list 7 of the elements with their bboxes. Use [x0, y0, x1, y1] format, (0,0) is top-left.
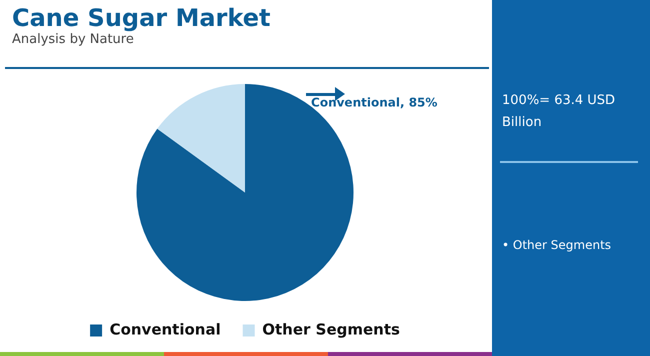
data-label: Conventional, 85%	[311, 95, 438, 110]
text: • Other Segments	[502, 238, 612, 252]
chart-subtitle: Analysis by Nature	[12, 32, 134, 47]
chart-title: Cane Sugar Market	[12, 4, 270, 32]
legend-label: Conventional	[110, 320, 221, 338]
text: 100%= 63.4 USD Billion	[502, 92, 616, 132]
legend-label: Other Segments	[262, 320, 400, 338]
